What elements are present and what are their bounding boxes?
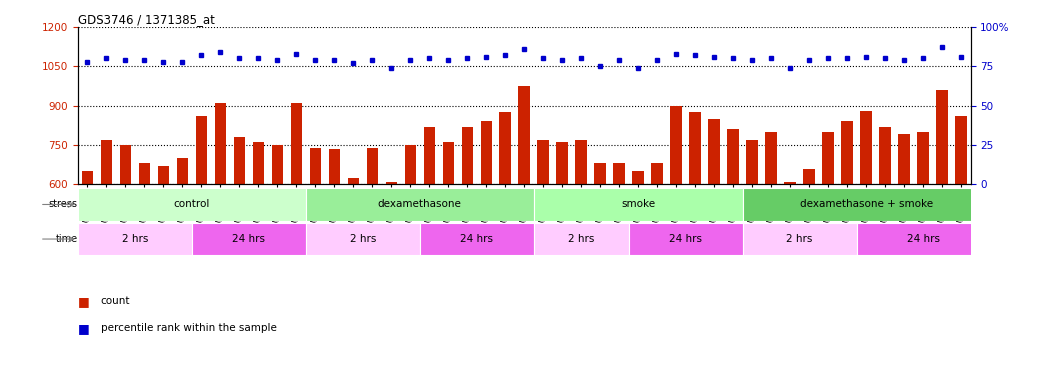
Bar — [632, 171, 644, 342]
Text: 24 hrs: 24 hrs — [460, 234, 493, 244]
Bar — [861, 111, 872, 342]
Bar — [424, 127, 435, 342]
Text: ■: ■ — [78, 295, 89, 308]
Text: dexamethasone + smoke: dexamethasone + smoke — [799, 199, 932, 210]
Text: 24 hrs: 24 hrs — [233, 234, 266, 244]
Bar — [385, 182, 397, 342]
Bar — [366, 147, 378, 342]
Bar — [708, 119, 719, 342]
Bar — [119, 146, 131, 342]
Bar — [595, 163, 606, 342]
Text: 24 hrs: 24 hrs — [670, 234, 702, 244]
Bar — [728, 129, 739, 342]
Text: ■: ■ — [78, 322, 89, 335]
Bar — [898, 134, 909, 342]
Bar — [405, 145, 416, 342]
Bar — [746, 140, 758, 342]
Bar — [765, 132, 776, 342]
Bar — [158, 166, 169, 342]
Bar — [652, 163, 663, 342]
Bar — [918, 132, 929, 342]
Text: 2 hrs: 2 hrs — [350, 234, 376, 244]
Bar — [613, 163, 625, 342]
Bar — [556, 142, 568, 342]
Bar — [252, 142, 264, 342]
Bar — [139, 163, 151, 342]
Bar — [234, 137, 245, 342]
Text: percentile rank within the sample: percentile rank within the sample — [101, 323, 276, 333]
Bar — [176, 158, 188, 342]
Bar — [575, 140, 586, 342]
Text: 24 hrs: 24 hrs — [906, 234, 939, 244]
Bar — [329, 149, 340, 342]
Bar — [803, 169, 815, 342]
Bar — [822, 132, 834, 342]
Bar — [78, 223, 192, 255]
Bar — [879, 127, 891, 342]
Bar — [538, 140, 549, 342]
Text: 2 hrs: 2 hrs — [787, 234, 813, 244]
Bar — [82, 171, 93, 342]
Text: 2 hrs: 2 hrs — [121, 234, 148, 244]
Bar — [348, 178, 359, 342]
Text: stress: stress — [49, 199, 78, 210]
Bar — [785, 182, 796, 342]
Bar — [629, 223, 742, 255]
Bar — [689, 112, 701, 342]
Bar — [534, 188, 742, 221]
Bar — [306, 223, 419, 255]
Bar — [936, 90, 948, 342]
Text: time: time — [56, 234, 78, 244]
Bar — [272, 145, 283, 342]
Bar — [78, 188, 306, 221]
Text: dexamethasone: dexamethasone — [378, 199, 462, 210]
Bar — [195, 116, 207, 342]
Bar — [742, 223, 856, 255]
Bar — [101, 140, 112, 342]
Bar — [519, 86, 529, 342]
Bar — [955, 116, 966, 342]
Text: control: control — [173, 199, 210, 210]
Bar — [309, 147, 321, 342]
Text: 2 hrs: 2 hrs — [568, 234, 595, 244]
Bar — [442, 142, 454, 342]
Bar — [462, 127, 473, 342]
Bar — [842, 121, 853, 342]
Text: GDS3746 / 1371385_at: GDS3746 / 1371385_at — [78, 13, 215, 26]
Bar — [856, 223, 989, 255]
Bar — [419, 223, 534, 255]
Bar — [481, 121, 492, 342]
Bar — [215, 103, 226, 342]
Bar — [291, 103, 302, 342]
Bar — [671, 106, 682, 342]
Bar — [742, 188, 989, 221]
Text: count: count — [101, 296, 130, 306]
Bar — [499, 112, 511, 342]
Bar — [192, 223, 306, 255]
Bar — [306, 188, 534, 221]
Bar — [534, 223, 629, 255]
Text: smoke: smoke — [621, 199, 655, 210]
